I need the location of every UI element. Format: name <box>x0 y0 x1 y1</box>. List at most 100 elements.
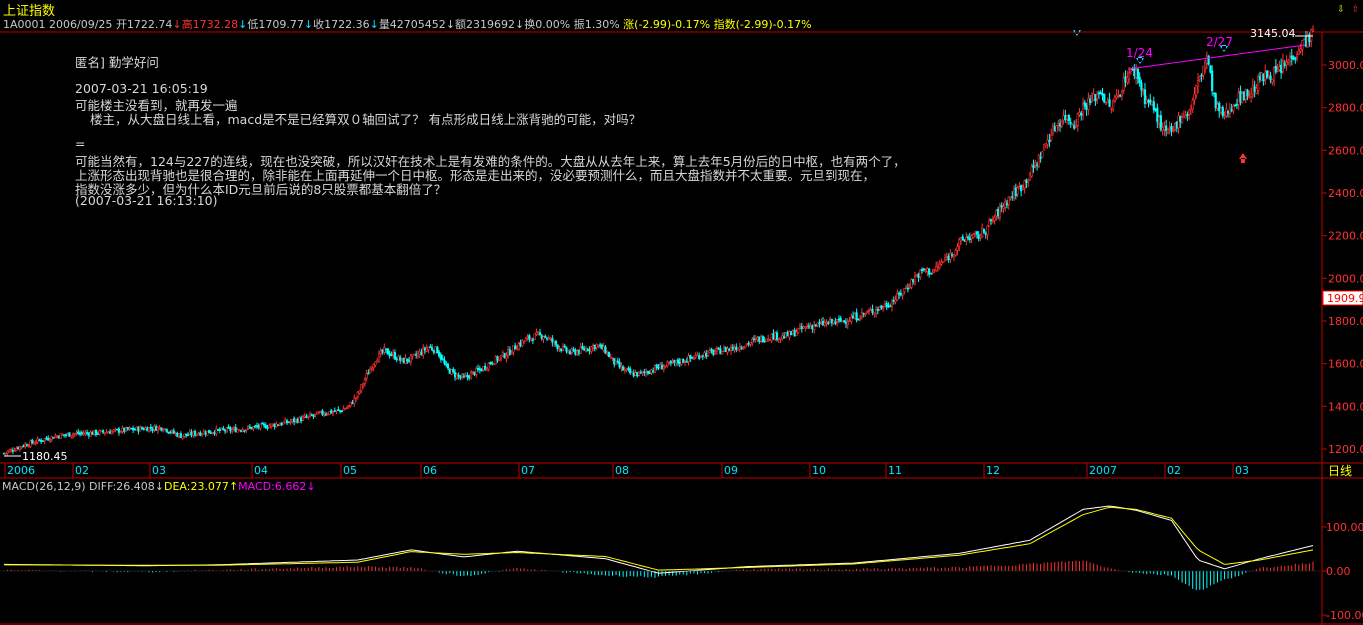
candle-body <box>484 365 487 370</box>
candle-body <box>533 333 536 340</box>
candle-body <box>1108 99 1111 107</box>
open-price: 开1722.74 <box>115 18 173 31</box>
candle-body <box>43 438 46 442</box>
candle-body <box>558 347 561 350</box>
candle-body <box>109 431 112 434</box>
candle-body <box>144 427 147 430</box>
candle-body <box>124 427 128 432</box>
candle-body <box>1085 105 1088 111</box>
candle-body <box>1016 187 1019 195</box>
candle-body <box>1147 100 1150 103</box>
candle-body <box>982 229 986 233</box>
candle-body <box>958 239 961 247</box>
candle-body <box>938 263 941 268</box>
candle-body <box>1032 164 1035 168</box>
candle-body <box>676 359 680 364</box>
candle-body <box>1272 67 1276 81</box>
candle-body <box>1138 76 1141 83</box>
candle-body <box>705 352 708 357</box>
candle-body <box>1066 114 1069 120</box>
candle-body <box>1288 56 1292 62</box>
candle-body <box>243 429 246 432</box>
candle-body <box>287 421 290 424</box>
candle-body <box>802 326 805 329</box>
candle-body <box>874 309 878 314</box>
candle-body <box>57 435 60 439</box>
candle-body <box>1242 91 1246 101</box>
candle-body <box>696 354 699 357</box>
candle-body <box>512 345 515 353</box>
x-tick-label: 05 <box>343 464 357 477</box>
period-label[interactable]: 日线 <box>1328 464 1352 478</box>
candle-body <box>59 433 62 439</box>
candle-body <box>646 370 649 374</box>
candle-body <box>1310 29 1313 42</box>
candle-body <box>1258 76 1262 81</box>
candle-body <box>538 332 542 335</box>
candle-body <box>1228 108 1231 114</box>
candle-body <box>591 345 595 349</box>
candle-body <box>491 362 494 365</box>
candle-body <box>1196 79 1200 87</box>
candle-body <box>254 425 257 428</box>
candle-body <box>611 357 614 359</box>
candle-body <box>186 434 190 437</box>
candle-body <box>234 427 237 433</box>
candle-body <box>846 321 849 326</box>
up-arrow-icon[interactable]: ⇧ <box>1351 1 1359 15</box>
candle-body <box>1117 95 1120 97</box>
candle-body <box>1235 103 1239 106</box>
candle-body <box>333 410 336 413</box>
candle-body <box>972 234 975 238</box>
candle-body <box>505 355 508 359</box>
candle-body <box>1285 62 1288 66</box>
candle-body <box>158 426 161 429</box>
candle-body <box>50 436 53 440</box>
candle-body <box>1189 107 1193 111</box>
candle-body <box>1007 196 1010 205</box>
candle-body <box>130 427 133 430</box>
candle-body <box>303 415 306 418</box>
candle-body <box>1030 165 1033 177</box>
candle-body <box>487 362 490 370</box>
candle-body <box>820 321 823 323</box>
candle-body <box>867 310 871 312</box>
candle-body <box>966 236 970 239</box>
candle-body <box>668 361 671 364</box>
candle-body <box>1120 91 1124 97</box>
candle-body <box>41 440 45 442</box>
candle-body <box>864 313 867 316</box>
candle-body <box>469 372 473 380</box>
candle-body <box>597 344 600 347</box>
candle-body <box>1149 99 1152 104</box>
candle-body <box>574 349 577 355</box>
candle-body <box>586 349 589 351</box>
candle-body <box>1156 107 1159 123</box>
candle-body <box>549 338 552 340</box>
candle-body <box>52 436 55 439</box>
candle-body <box>18 446 22 450</box>
candle-body <box>216 429 220 431</box>
candle-body <box>1092 93 1095 100</box>
candle-body <box>434 346 437 354</box>
candle-body <box>993 217 996 222</box>
candle-body <box>997 209 1000 217</box>
low-value-label: 1180.45 <box>22 450 68 463</box>
candle-body <box>570 348 573 353</box>
candle-body <box>524 337 527 342</box>
candle-body <box>648 372 651 375</box>
candle-body <box>476 367 480 371</box>
lock-icon[interactable]: ⇩ <box>1337 1 1345 15</box>
candle-body <box>162 429 165 432</box>
candle-body <box>675 359 678 364</box>
candle-body <box>991 220 994 222</box>
candle-body <box>659 364 662 369</box>
candle-body <box>407 360 411 362</box>
candle-body <box>425 348 428 352</box>
candle-body <box>277 424 280 427</box>
candle-body <box>443 359 446 364</box>
candle-body <box>673 359 676 363</box>
candle-body <box>968 237 971 240</box>
x-tick-label: 06 <box>423 464 437 477</box>
index-code: 1A0001 <box>3 18 46 31</box>
